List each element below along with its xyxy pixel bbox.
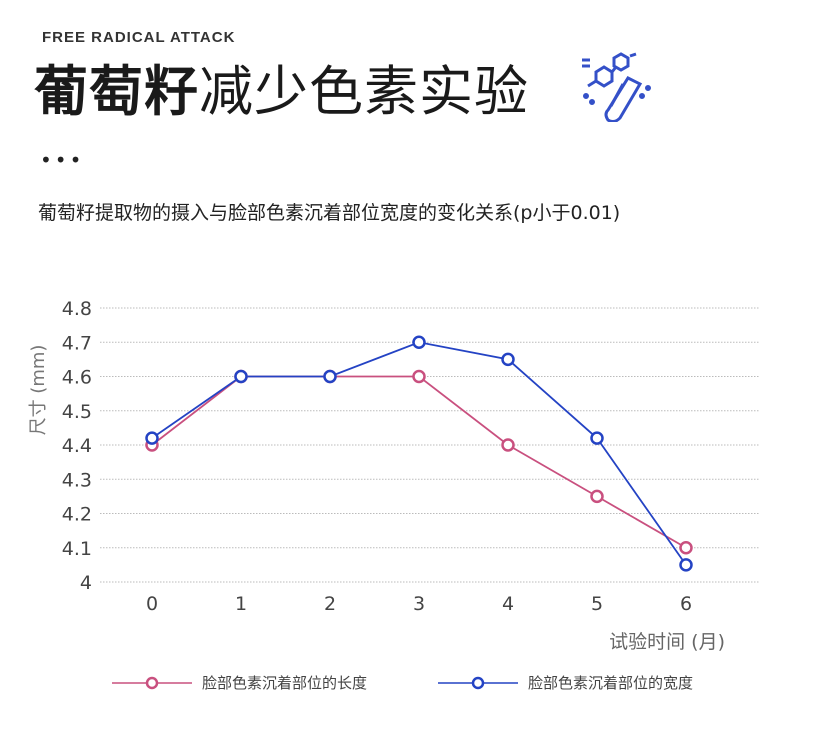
x-tick-label: 3 [413, 593, 425, 615]
eyebrow-text: FREE RADICAL ATTACK [42, 29, 236, 46]
y-tick-label: 4.6 [62, 367, 92, 389]
legend-item-length: 脸部色素沉着部位的长度 [112, 672, 367, 693]
y-tick-label: 4.1 [62, 538, 92, 560]
data-point-1-4 [501, 352, 515, 367]
data-point-0-5 [590, 489, 604, 504]
data-point-1-0 [145, 431, 159, 445]
x-tick-label: 0 [146, 593, 158, 615]
legend-item-width: 脸部色素沉着部位的宽度 [438, 672, 693, 693]
series-line-0 [151, 375, 687, 549]
page-title: 葡萄籽减少色素实验 [34, 60, 529, 124]
x-axis-label: 试验时间 (月) [609, 631, 725, 653]
y-tick-label: 4.8 [62, 298, 92, 320]
legend-marker-width [438, 676, 518, 689]
x-tick-label: 5 [591, 593, 603, 615]
line-chart: 4.8 4.7 4.6 4.5 4.4 4.3 4.2 4.1 4 0 1 2 3 4 5 6 尺寸 (mm… [28, 298, 760, 653]
y-tick-label: 4.4 [62, 435, 92, 457]
y-tick-label: 4.2 [62, 504, 92, 526]
y-tick-label: 4.3 [62, 469, 92, 491]
y-axis-label: 尺寸 (mm) [28, 345, 49, 436]
legend-marker-length [112, 676, 192, 689]
legend-label-width: 脸部色素沉着部位的宽度 [528, 674, 694, 692]
data-point-1-5 [590, 431, 604, 445]
y-tick-label: 4 [80, 572, 92, 594]
data-point-1-6 [679, 558, 693, 572]
decorative-dots: ••• [40, 148, 85, 172]
y-tick-label: 4.5 [62, 401, 92, 423]
x-tick-label: 4 [502, 593, 514, 615]
data-point-1-1 [234, 369, 248, 384]
y-tick-label: 4.7 [62, 332, 92, 354]
data-point-0-6 [679, 541, 693, 555]
data-point-1-3 [412, 335, 426, 349]
data-point-0-3 [412, 369, 426, 384]
x-tick-label: 6 [680, 593, 692, 615]
title-rest: 减少色素实验 [199, 60, 529, 123]
chart-subtitle: 葡萄籽提取物的摄入与脸部色素沉着部位宽度的变化关系(p小于0.01) [38, 202, 621, 224]
data-point-1-2 [323, 369, 337, 384]
legend-label-length: 脸部色素沉着部位的长度 [202, 674, 368, 692]
title-bold: 葡萄籽 [34, 60, 199, 123]
x-tick-label: 2 [324, 593, 336, 615]
science-test-tube-molecule-icon [578, 50, 658, 126]
x-tick-label: 1 [235, 593, 247, 615]
data-point-0-4 [501, 438, 515, 452]
